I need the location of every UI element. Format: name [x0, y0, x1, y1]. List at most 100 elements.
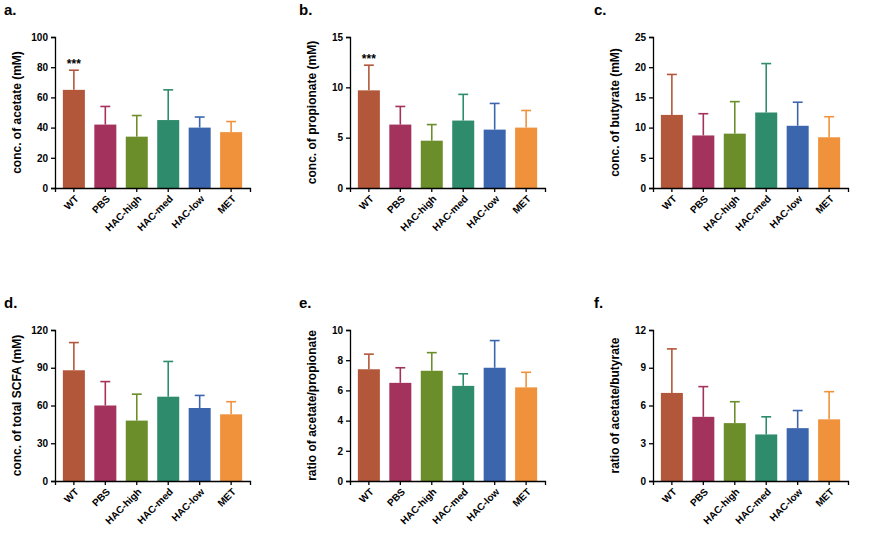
error-cap	[364, 353, 374, 355]
y-tick-mark	[346, 87, 350, 88]
y-axis-line	[51, 38, 56, 189]
x-tick-mark	[671, 188, 672, 192]
y-tick-mark	[346, 37, 350, 38]
bar	[452, 121, 474, 188]
panel-label: d.	[4, 294, 17, 311]
error-cap	[226, 121, 236, 123]
panel-label: c.	[594, 1, 607, 18]
x-axis: WTPBSHAC-highHAC-medHAC-lowMET	[351, 481, 546, 526]
bar	[126, 137, 148, 188]
y-tick-label: 120	[31, 325, 48, 336]
error-cap	[730, 401, 740, 403]
y-tick-label: 100	[31, 32, 48, 43]
y-tick-label: 5	[337, 132, 343, 143]
y-tick-label: 0	[640, 476, 646, 487]
x-tick-label: HAC-med	[135, 486, 175, 526]
bar	[692, 135, 714, 188]
bar	[755, 434, 777, 481]
y-tick-mark	[346, 330, 350, 331]
y-tick-label: 10	[332, 82, 344, 93]
y-tick-label: 25	[635, 32, 647, 43]
error-bar	[765, 64, 767, 113]
x-tick: WT	[357, 481, 376, 505]
error-cap	[667, 348, 677, 350]
x-tick: PBS	[688, 188, 711, 215]
x-tick-mark	[105, 188, 106, 192]
x-tick-mark	[73, 188, 74, 192]
y-axis-title: ratio of acetate/butyrate	[608, 337, 622, 473]
x-tick: PBS	[688, 481, 711, 508]
y-tick: 60	[37, 400, 55, 411]
y-axis: 020406080100	[31, 32, 55, 194]
y-axis-title: conc. of acetate (mM)	[10, 51, 24, 174]
x-tick: HAC-med	[430, 481, 470, 526]
panel-label: a.	[4, 1, 17, 18]
x-tick-label: PBS	[688, 486, 711, 509]
panel: 0246810WTPBSHAC-highHAC-medHAC-lowMETrat…	[305, 325, 546, 527]
y-tick-mark	[346, 360, 350, 361]
x-tick-label: PBS	[90, 486, 113, 509]
y-tick: 0	[337, 476, 350, 487]
y-tick-mark	[51, 127, 55, 128]
y-tick: 0	[337, 183, 350, 194]
x-tick: MET	[215, 188, 238, 216]
y-tick-label: 10	[635, 122, 647, 133]
y-tick-mark	[649, 443, 653, 444]
marks	[661, 349, 840, 481]
error-cap	[761, 416, 771, 418]
x-tick-mark	[105, 481, 106, 485]
y-tick: 12	[635, 325, 653, 336]
x-tick-label: MET	[813, 486, 836, 509]
error-bar	[734, 402, 736, 423]
x-tick-label: HAC-low	[169, 193, 206, 230]
y-tick-label: 0	[337, 476, 343, 487]
x-tick-mark	[703, 481, 704, 485]
y-tick-label: 60	[37, 92, 49, 103]
y-tick-mark	[51, 368, 55, 369]
y-tick-mark	[346, 390, 350, 391]
error-bar	[494, 103, 496, 129]
bar	[94, 125, 116, 188]
y-axis-line	[346, 331, 351, 482]
bar	[787, 126, 809, 188]
error-bar	[494, 341, 496, 368]
error-bar	[703, 114, 705, 136]
error-bar	[73, 343, 75, 371]
y-tick-label: 4	[337, 415, 343, 426]
y-tick: 120	[31, 325, 55, 336]
error-bar	[797, 411, 799, 429]
error-bar	[368, 354, 370, 369]
bar	[94, 406, 116, 482]
error-bar	[671, 74, 673, 114]
x-tick-label: PBS	[385, 193, 408, 216]
y-tick: 0	[640, 476, 653, 487]
x-tick-mark	[230, 188, 231, 192]
error-cap	[100, 381, 110, 383]
y-tick: 10	[332, 325, 350, 336]
y-tick: 15	[635, 92, 653, 103]
x-tick: HAC-low	[767, 481, 804, 523]
x-tick: HAC-med	[430, 188, 470, 233]
x-tick-label: MET	[510, 486, 533, 509]
x-tick-label: HAC-low	[767, 486, 804, 523]
error-bar	[462, 374, 464, 386]
x-axis: WTPBSHAC-highHAC-medHAC-lowMET	[654, 188, 849, 233]
bar	[421, 141, 443, 188]
error-bar	[525, 372, 527, 387]
y-axis-title: conc. of butyrate (mM)	[608, 48, 622, 177]
x-tick-label: HAC-low	[464, 486, 501, 523]
error-cap	[667, 74, 677, 76]
y-tick-label: 15	[332, 32, 344, 43]
y-tick: 4	[337, 415, 350, 426]
x-tick-mark	[525, 481, 526, 485]
y-tick: 5	[337, 132, 350, 143]
bar	[452, 386, 474, 481]
x-tick-mark	[734, 481, 735, 485]
error-cap	[132, 393, 142, 395]
error-cap	[490, 340, 500, 342]
panel-label: f.	[594, 294, 603, 311]
y-tick-mark	[51, 405, 55, 406]
bar	[818, 137, 840, 188]
y-axis-line	[51, 331, 56, 482]
error-bar	[525, 110, 527, 127]
